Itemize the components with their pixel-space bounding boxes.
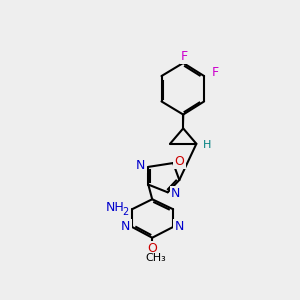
Polygon shape [183,115,184,128]
Text: N: N [175,220,184,233]
Text: O: O [147,242,157,255]
Text: 2: 2 [123,207,129,217]
Text: H: H [203,140,212,150]
Text: NH: NH [106,201,124,214]
Text: O: O [174,155,184,168]
Text: N: N [171,187,180,200]
Text: N: N [121,220,130,233]
Text: F: F [212,66,218,79]
Text: F: F [181,50,188,62]
Text: N: N [136,159,145,172]
Text: CH₃: CH₃ [145,253,166,263]
